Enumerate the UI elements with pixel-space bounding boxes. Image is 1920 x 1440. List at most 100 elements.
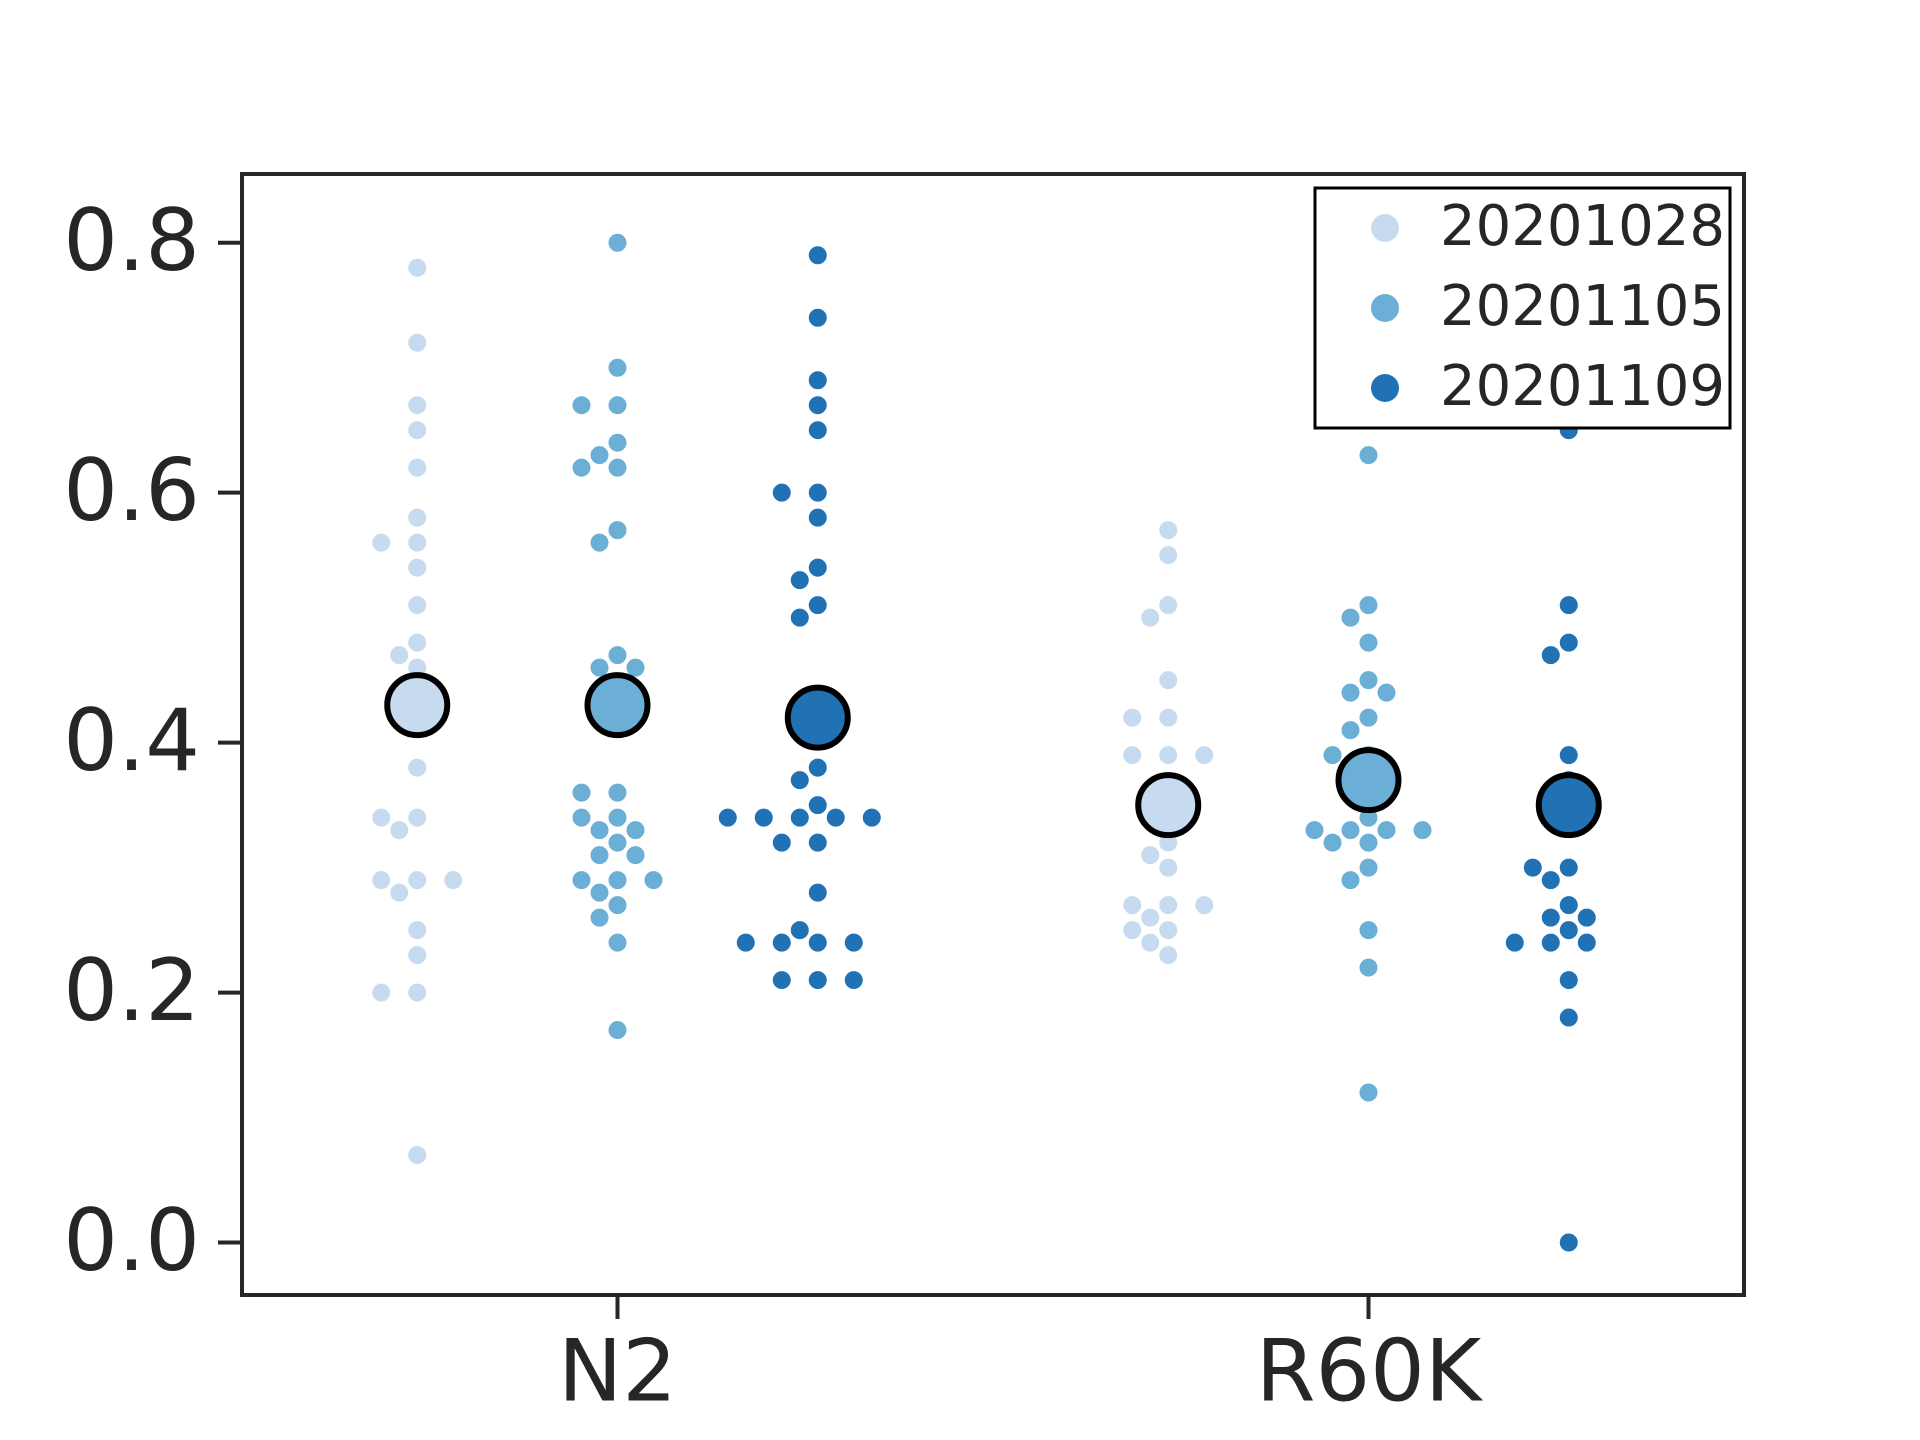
swarm-dot: [607, 357, 628, 378]
swarm-dot: [389, 645, 410, 666]
legend-marker: [1371, 294, 1399, 322]
swarm-dot: [825, 807, 846, 828]
swarm-dot: [807, 557, 828, 578]
swarm-dot: [407, 557, 428, 578]
swarm-dot: [607, 1020, 628, 1041]
swarm-dot: [407, 1145, 428, 1166]
swarm-dot: [1412, 820, 1433, 841]
swarm-dot: [1558, 857, 1579, 878]
swarm-dot: [1358, 632, 1379, 653]
swarm-dot: [625, 820, 646, 841]
swarm-dot: [1358, 1082, 1379, 1103]
x-tick-label: R60K: [1256, 1321, 1484, 1421]
swarm-dot: [1340, 820, 1361, 841]
swarm-dot: [1558, 1007, 1579, 1028]
swarm-dot: [807, 482, 828, 503]
y-tick-label: 0.0: [63, 1191, 200, 1291]
legend-marker: [1371, 214, 1399, 242]
x-tick-label: N2: [558, 1321, 677, 1421]
swarm-dot: [771, 832, 792, 853]
swarm-dot: [843, 970, 864, 991]
mean-dot: [384, 672, 451, 739]
swarm-dot: [789, 807, 810, 828]
swarm-dot: [607, 645, 628, 666]
swarm-dot: [807, 932, 828, 953]
swarm-dot: [607, 457, 628, 478]
swarm-dot: [1140, 907, 1161, 928]
swarm-dot: [789, 920, 810, 941]
swarm-dot: [1540, 870, 1561, 891]
swarm-dot: [1140, 607, 1161, 628]
swarm-dot: [443, 870, 464, 891]
swarm-dot: [371, 870, 392, 891]
swarm-dot: [789, 607, 810, 628]
swarm-dot: [607, 232, 628, 253]
swarm-dot: [807, 795, 828, 816]
swarm-dot: [389, 882, 410, 903]
swarm-dot: [1540, 907, 1561, 928]
swarm-dot: [1340, 682, 1361, 703]
y-tick-label: 0.6: [63, 441, 200, 541]
swarm-dot: [1158, 595, 1179, 616]
swarm-dot: [1358, 707, 1379, 728]
swarm-dot: [807, 395, 828, 416]
mean-dot: [584, 672, 651, 739]
swarm-dot: [1558, 632, 1579, 653]
swarm-dot: [643, 870, 664, 891]
swarm-dot: [407, 807, 428, 828]
swarm-dot: [571, 870, 592, 891]
swarm-dot: [407, 757, 428, 778]
swarm-dot: [807, 757, 828, 778]
legend-marker: [1371, 374, 1399, 402]
swarm-dot: [571, 807, 592, 828]
swarm-dot: [1158, 520, 1179, 541]
swarm-dot: [1158, 920, 1179, 941]
swarm-dot: [1194, 895, 1215, 916]
swarm-dot: [1340, 870, 1361, 891]
swarm-dot: [607, 932, 628, 953]
swarm-dot: [1122, 920, 1143, 941]
swarm-dot: [1158, 707, 1179, 728]
swarm-dot: [807, 370, 828, 391]
swarm-dot: [1358, 857, 1379, 878]
swarm-dot: [607, 832, 628, 853]
swarm-dot: [807, 832, 828, 853]
swarm-dot: [407, 507, 428, 528]
swarm-dot: [625, 657, 646, 678]
swarm-dot: [407, 332, 428, 353]
swarm-dot: [1122, 745, 1143, 766]
swarm-dot: [625, 845, 646, 866]
swarm-dot: [1304, 820, 1325, 841]
mean-dot: [1135, 772, 1202, 839]
swarm-dot: [1540, 645, 1561, 666]
swarm-dot: [407, 870, 428, 891]
swarm-dot: [407, 632, 428, 653]
swarm-dot: [1558, 920, 1579, 941]
swarm-dot: [1376, 820, 1397, 841]
swarm-dot: [807, 970, 828, 991]
swarm-dot: [407, 982, 428, 1003]
swarm-dot: [1358, 595, 1379, 616]
swarm-dot: [1340, 720, 1361, 741]
swarm-dot: [407, 420, 428, 441]
swarm-dot: [1358, 445, 1379, 466]
swarm-dot: [1122, 895, 1143, 916]
swarm-dot: [789, 570, 810, 591]
legend-label: 20201028: [1440, 194, 1725, 259]
swarm-dot: [717, 807, 738, 828]
swarm-dot: [1358, 832, 1379, 853]
swarm-dot: [771, 970, 792, 991]
swarm-dot: [407, 920, 428, 941]
y-tick-label: 0.4: [63, 691, 200, 791]
swarm-dot: [589, 820, 610, 841]
mean-dot: [784, 684, 851, 751]
swarm-dot: [589, 532, 610, 553]
mean-dot: [1335, 747, 1402, 814]
swarm-dot: [407, 257, 428, 278]
swarm-dot: [407, 595, 428, 616]
swarm-dot: [407, 457, 428, 478]
swarm-dot: [1376, 682, 1397, 703]
swarm-dot: [607, 782, 628, 803]
swarm-dot: [735, 932, 756, 953]
swarm-dot: [1558, 1232, 1579, 1253]
